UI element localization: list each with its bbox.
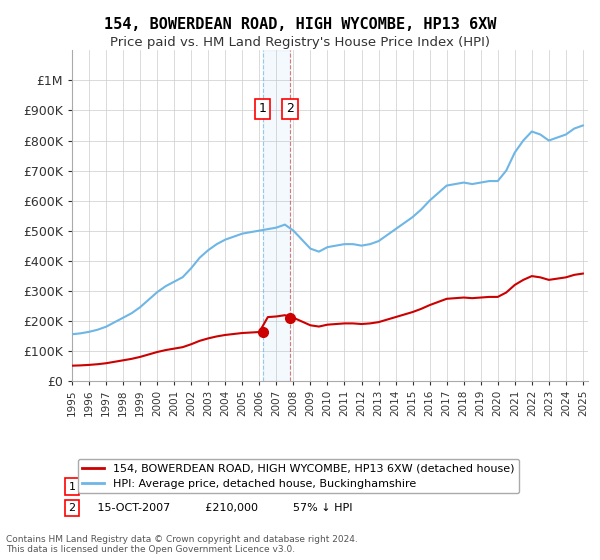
Text: Price paid vs. HM Land Registry's House Price Index (HPI): Price paid vs. HM Land Registry's House … <box>110 36 490 49</box>
Text: 1: 1 <box>259 102 266 115</box>
Text: 10-MAR-2006          £164,000          60% ↓ HPI: 10-MAR-2006 £164,000 60% ↓ HPI <box>88 482 355 492</box>
Text: 2: 2 <box>286 102 294 115</box>
Text: Contains HM Land Registry data © Crown copyright and database right 2024.
This d: Contains HM Land Registry data © Crown c… <box>6 535 358 554</box>
Text: 1: 1 <box>68 482 76 492</box>
Text: 15-OCT-2007          £210,000          57% ↓ HPI: 15-OCT-2007 £210,000 57% ↓ HPI <box>88 503 353 513</box>
Text: 154, BOWERDEAN ROAD, HIGH WYCOMBE, HP13 6XW: 154, BOWERDEAN ROAD, HIGH WYCOMBE, HP13 … <box>104 17 496 32</box>
Bar <box>263 50 290 381</box>
Legend: 154, BOWERDEAN ROAD, HIGH WYCOMBE, HP13 6XW (detached house), HPI: Average price: 154, BOWERDEAN ROAD, HIGH WYCOMBE, HP13 … <box>77 459 519 493</box>
Text: 2: 2 <box>68 503 76 513</box>
